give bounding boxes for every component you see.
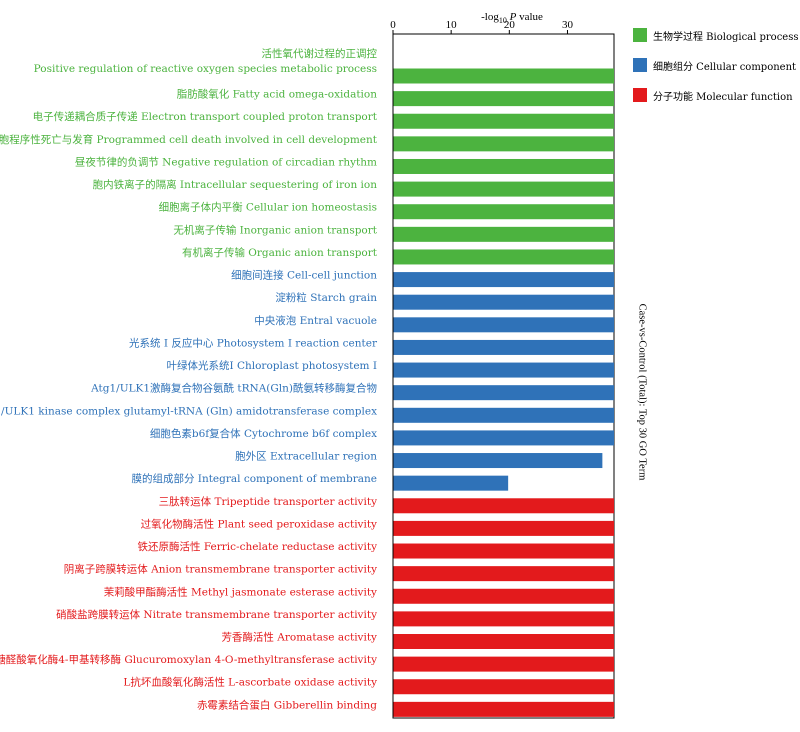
category-label: 芳香酶活性 Aromatase activity [221, 631, 377, 644]
bar [393, 136, 614, 152]
category-label: L抗坏血酸氧化酶活性 L-ascorbate oxidase activity [123, 676, 377, 689]
bar [393, 68, 614, 84]
bar [393, 226, 614, 242]
category-label: 胞内铁离子的隔离 Intracellular sequestering of i… [93, 178, 378, 191]
bar [393, 204, 614, 220]
legend-swatch-molecular-function [633, 88, 647, 102]
category-label: 细胞色素b6f复合体 Cytochrome b6f complex [150, 427, 377, 440]
bar [393, 543, 614, 559]
bar [393, 339, 614, 355]
bar [393, 113, 614, 129]
category-label: 阴离子跨膜转运体 Anion transmembrane transporter… [64, 563, 377, 576]
legend-item-molecular-function: 分子功能 Molecular function [633, 88, 793, 103]
category-label: 三肽转运体 Tripeptide transporter activity [159, 495, 377, 508]
bar [393, 91, 614, 107]
x-tick-label: 10 [446, 19, 458, 31]
bar [393, 385, 614, 401]
category-label: 细胞离子体内平衡 Cellular ion homeostasis [159, 201, 377, 214]
chart-side-title: Case-vs-Control (Total): Top 30 GO Term [636, 303, 648, 481]
bar [393, 611, 614, 627]
bar [393, 701, 614, 717]
legend-label-cellular-component: 细胞组分 Cellular component [653, 61, 797, 73]
bar [393, 362, 614, 378]
category-label: 赤霉素结合蛋白 Gibberellin binding [197, 698, 377, 711]
legend-swatch-biological-process [633, 28, 647, 42]
bar [393, 498, 614, 514]
category-label: 过氧化物酶活性 Plant seed peroxidase activity [141, 517, 377, 530]
category-label: 铁还原酶活性 Ferric-chelate reductase activity [137, 540, 377, 553]
bar [393, 158, 614, 174]
category-label: 有机离子传输 Organic anion transport [182, 246, 378, 259]
category-label: 脂肪酸氧化 Fatty acid omega-oxidation [177, 88, 377, 101]
legend-item-biological-process: 生物学过程 Biological process [633, 28, 799, 43]
bar [393, 407, 614, 423]
legend-label-biological-process: 生物学过程 Biological process [653, 31, 799, 43]
bar [393, 566, 614, 582]
legend-label-molecular-function: 分子功能 Molecular function [653, 91, 793, 103]
category-label: 膜的组成部分 Integral component of membrane [131, 472, 377, 485]
x-axis-ticks-group: 0 10 20 30 [390, 19, 573, 34]
category-label: 叶绿体光系统I Chloroplast photosystem I [166, 359, 377, 372]
category-label: 光系统 I 反应中心 Photosystem I reaction center [129, 336, 378, 349]
category-label: Positive regulation of reactive oxygen s… [34, 63, 377, 75]
x-tick-label: 30 [562, 19, 574, 31]
legend-item-cellular-component: 细胞组分 Cellular component [633, 58, 797, 73]
x-tick-label: 0 [390, 19, 396, 31]
category-label: 活性氧代谢过程的正调控 [262, 47, 378, 60]
category-label: Atg1/ULK1 kinase complex glutamyl-tRNA (… [0, 405, 377, 417]
bars-group [393, 68, 614, 717]
category-label: 细胞间连接 Cell-cell junction [231, 269, 377, 282]
bar [393, 679, 614, 695]
bar [393, 249, 614, 265]
category-label: 硝酸盐跨膜转运体 Nitrate transmembrane transport… [56, 608, 377, 621]
legend-swatch-cellular-component [633, 58, 647, 72]
category-label: 葡糖醛酸氧化酶4-甲基转移酶 Glucuromoxylan 4-O-methyl… [0, 653, 377, 666]
category-label: 无机离子传输 Inorganic anion transport [173, 223, 377, 236]
x-tick-label: 20 [504, 19, 516, 31]
bar [393, 430, 614, 446]
category-label: 电子传递耦合质子传递 Electron transport coupled pr… [33, 110, 378, 123]
bar [393, 634, 614, 649]
category-label: 昼夜节律的负调节 Negative regulation of circadia… [75, 155, 377, 168]
category-labels-group: 活性氧代谢过程的正调控 Positive regulation of reacti… [0, 47, 378, 711]
bar [393, 272, 614, 288]
bar [393, 453, 603, 469]
bar [393, 475, 509, 491]
bar [393, 317, 614, 333]
category-label: Atg1/ULK1激酶复合物谷氨酰 tRNA(Gln)酰氨转移酶复合物 [90, 382, 377, 395]
category-label: 淀粉粒 Starch grain [275, 291, 377, 304]
category-label: 胞外区 Extracellular region [235, 451, 377, 463]
bar [393, 520, 614, 536]
category-label: 细胞程序性死亡与发育 Programmed cell death involve… [0, 133, 378, 146]
bar [393, 181, 614, 197]
bar [393, 656, 614, 672]
x-axis-title: -log10 P value [481, 11, 543, 25]
category-label: 茉莉酸甲酯酶活性 Methyl jasmonate esterase activ… [104, 585, 377, 598]
bar [393, 294, 614, 310]
category-label: 中央液泡 Entral vacuole [254, 314, 377, 327]
bar [393, 588, 614, 604]
